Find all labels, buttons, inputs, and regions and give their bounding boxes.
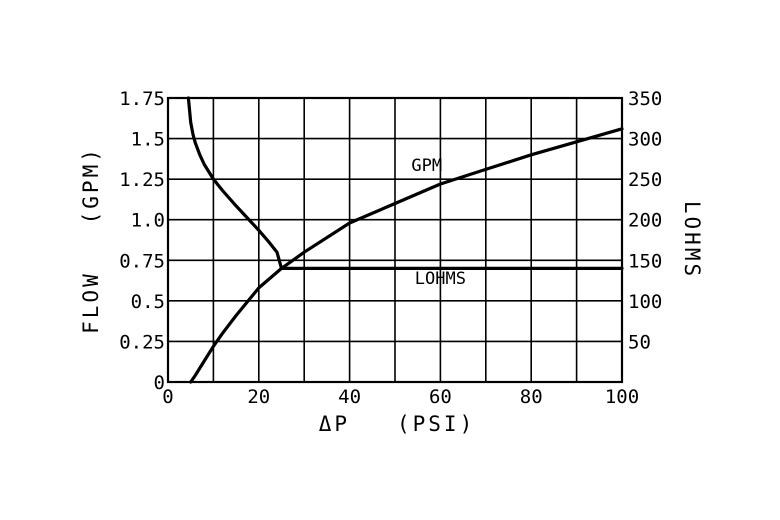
y2-tick-label: 300 xyxy=(628,129,662,151)
x-tick-label: 100 xyxy=(605,386,639,408)
plot-frame xyxy=(166,96,624,384)
y-tick-label: 0.25 xyxy=(119,331,165,353)
y-tick-label: 0.75 xyxy=(119,250,165,272)
x-axis-title: ΔP (PSI) xyxy=(319,412,475,436)
y-tick-label: 1.5 xyxy=(131,129,165,151)
x-tick-label: 60 xyxy=(429,386,452,408)
y2-tick-label: 200 xyxy=(628,210,662,232)
y2-tick-label: 100 xyxy=(628,291,662,313)
y-tick-label: 1.75 xyxy=(119,88,165,110)
y2-tick-label: 350 xyxy=(628,88,662,110)
curves xyxy=(186,96,624,384)
x-tick-label: 40 xyxy=(338,386,361,408)
annotations: GPM LOHMS xyxy=(411,156,466,289)
x-tick-label: 80 xyxy=(520,386,543,408)
y-tick-label: 1.25 xyxy=(119,169,165,191)
annotation-gpm: GPM xyxy=(411,156,442,176)
grid xyxy=(166,96,624,384)
x-tick-label: 20 xyxy=(247,386,270,408)
y-axis-title: FLOW (GPM) xyxy=(79,146,103,334)
y2-tick-label: 150 xyxy=(628,250,662,272)
y2-tick-label: 250 xyxy=(628,169,662,191)
y2-axis-title: LOHMS xyxy=(680,201,704,279)
y-tick-label: 0.5 xyxy=(131,291,165,313)
series-line-lohms xyxy=(186,96,624,270)
tick-labels: 0 20 40 60 80 100 0 0.25 0.5 0.75 1.0 1.25 1.5 1.75 50… xyxy=(119,88,662,408)
annotation-lohms: LOHMS xyxy=(415,269,466,289)
x-tick-label: 0 xyxy=(162,386,173,408)
y-tick-label: 1.0 xyxy=(131,210,165,232)
y-tick-label: 0 xyxy=(154,372,165,394)
y2-tick-label: 50 xyxy=(628,331,651,353)
series-line-gpm xyxy=(189,127,624,384)
